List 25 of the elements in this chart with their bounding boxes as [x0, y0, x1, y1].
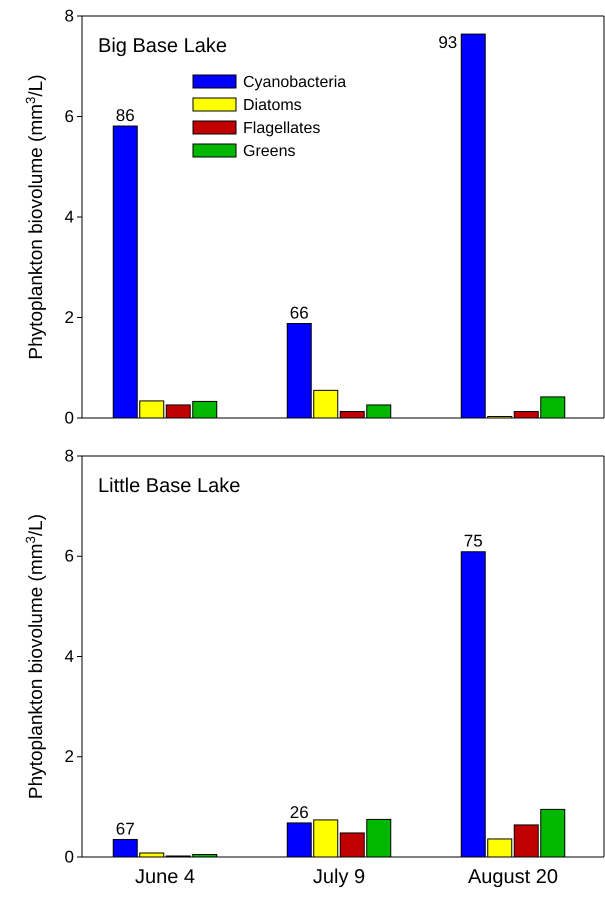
text: Big Base Lake — [98, 35, 227, 57]
legend-label: Diatoms — [243, 97, 302, 114]
x-tick-label: August 20 — [468, 866, 558, 888]
y-tick-label: 2 — [64, 747, 74, 766]
legend-label: Greens — [243, 143, 296, 160]
y-tick-label: 8 — [64, 6, 74, 26]
y-tick-label: 4 — [64, 207, 74, 226]
annotation: 93 — [438, 33, 458, 52]
annotation: 86 — [116, 106, 135, 126]
x-tick-label: July 9 — [312, 866, 366, 888]
y-tick-label: 6 — [64, 546, 74, 566]
x-tick-label: June 4 — [134, 866, 196, 888]
legend-label: Flagellates — [243, 120, 320, 137]
y-tick-label: 0 — [64, 408, 74, 428]
legend-label: Cyanobacteria — [243, 74, 346, 91]
y-tick-label: 2 — [64, 308, 74, 327]
annotation: 67 — [116, 819, 135, 838]
y-tick-label: 4 — [64, 646, 74, 666]
annotation: 66 — [290, 304, 309, 323]
annotation: 75 — [464, 532, 483, 551]
y-tick-label: 0 — [64, 847, 74, 866]
y-tick-label: 6 — [64, 106, 74, 126]
text: Little Base Lake — [98, 475, 240, 497]
annotation: 26 — [290, 802, 309, 822]
y-tick-label: 8 — [64, 446, 74, 466]
